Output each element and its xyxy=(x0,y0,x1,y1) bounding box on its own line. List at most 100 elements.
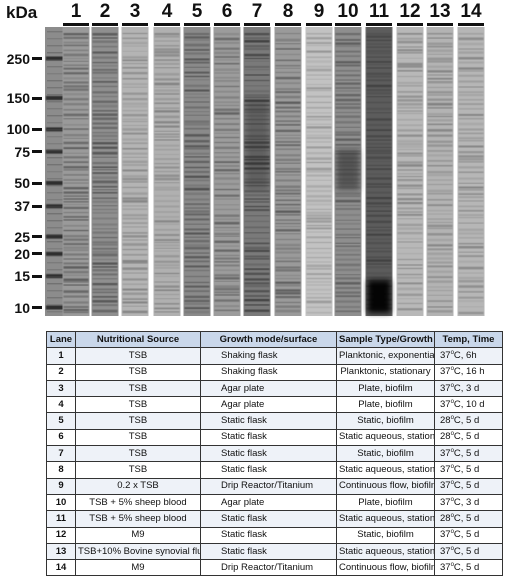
cell-sample-type: Planktonic, stationary xyxy=(336,363,435,381)
cell-sample-type: Planktonic, exponential xyxy=(336,347,435,365)
temp-degrees: 37 xyxy=(440,464,451,476)
cell-growth-mode: Agar plate xyxy=(200,396,337,414)
header-sample-type: Sample Type/Growth Phase xyxy=(336,330,435,349)
cell-growth-mode: Static flask xyxy=(200,542,337,561)
cell-sample-type: Continuous flow, biofilm xyxy=(336,559,435,576)
cell-nutritional-source: TSB + 5% sheep blood xyxy=(75,493,201,512)
cell-growth-mode: Static flask xyxy=(200,526,337,544)
mw-marker-tick xyxy=(32,252,42,256)
mw-marker-label: 10 xyxy=(14,299,30,316)
degree-sign: o xyxy=(450,480,454,487)
lane-underline xyxy=(458,23,484,26)
temp-degrees: 37 xyxy=(440,480,451,492)
kda-axis-title: kDa xyxy=(6,3,38,22)
lane-number: 13 xyxy=(429,1,451,22)
gel-lane xyxy=(243,27,271,316)
gel-lane xyxy=(457,27,485,316)
lane-underline xyxy=(154,23,180,26)
temp-degrees: 28 xyxy=(440,512,451,524)
mw-marker-tick xyxy=(32,127,42,131)
cell-growth-mode: Static flask xyxy=(200,461,337,479)
lane-number: 14 xyxy=(460,1,482,22)
table-body: 1 TSB Shaking flask Planktonic, exponential… xyxy=(46,347,503,576)
mw-marker-label: 100 xyxy=(6,121,30,138)
lanes-group xyxy=(45,27,485,316)
cell-temp-time: 37oC, 5 d xyxy=(434,445,503,463)
cell-growth-mode: Static flask xyxy=(200,428,337,447)
cell-sample-type: Static, biofilm xyxy=(336,412,435,430)
cell-nutritional-source: TSB xyxy=(75,412,201,430)
cell-nutritional-source: M9 xyxy=(75,559,201,576)
header-nutritional-source: Nutritional Source xyxy=(75,330,201,349)
header-growth-mode: Growth mode/surface xyxy=(200,330,337,349)
table-row: 1 TSB Shaking flask Planktonic, exponential… xyxy=(46,347,503,365)
cell-growth-mode: Static flask xyxy=(200,412,337,430)
cell-temp-time: 37oC, 6h xyxy=(434,347,503,365)
mw-marker-tick xyxy=(32,181,42,185)
gel-lane xyxy=(305,27,333,316)
cell-temp-time: 37oC, 5 d xyxy=(434,526,503,544)
lane-underline xyxy=(427,23,453,26)
cell-nutritional-source: TSB xyxy=(75,445,201,463)
degree-sign: o xyxy=(450,447,454,454)
cell-nutritional-source: TSB xyxy=(75,379,201,398)
temp-unit-time: C, 5 d xyxy=(453,447,480,459)
cell-nutritional-source: M9 xyxy=(75,526,201,544)
gel-lane xyxy=(274,27,302,316)
mw-marker-label: 20 xyxy=(14,245,30,262)
lane-underline xyxy=(244,23,270,26)
cell-lane: 12 xyxy=(46,526,76,544)
lane-number: 10 xyxy=(337,1,359,22)
temp-degrees: 28 xyxy=(440,415,451,427)
lane-number: 7 xyxy=(251,1,263,22)
header-lane: Lane xyxy=(46,330,76,349)
cell-sample-type: Plate, biofilm xyxy=(336,379,435,398)
cell-sample-type: Static aqueous, stationary xyxy=(336,510,435,528)
temp-unit-time: C, 5 d xyxy=(453,464,480,476)
table-row: 3 TSB Agar plate Plate, biofilm 37oC, 3 d xyxy=(46,379,503,398)
temp-degrees: 37 xyxy=(440,366,451,378)
degree-sign: o xyxy=(450,512,454,519)
degree-sign: o xyxy=(450,463,454,470)
temp-unit-time: C, 5 d xyxy=(453,545,480,557)
gel-lane xyxy=(396,27,424,316)
table-row: 11 TSB + 5% sheep blood Static flask Static… xyxy=(46,510,503,528)
degree-sign: o xyxy=(450,545,454,552)
gel-lane xyxy=(426,27,454,316)
cell-growth-mode: Shaking flask xyxy=(200,347,337,365)
cell-temp-time: 28oC, 5 d xyxy=(434,510,503,528)
lane-underline xyxy=(306,23,332,26)
gel-lanes-svg xyxy=(45,27,485,316)
lane-number: 6 xyxy=(221,1,233,22)
cell-sample-type: Continuous flow, biofilm xyxy=(336,477,435,495)
temp-degrees: 37 xyxy=(440,447,451,459)
mw-marker-tick xyxy=(32,150,42,154)
cell-lane: 11 xyxy=(46,510,76,528)
cell-nutritional-source: TSB xyxy=(75,347,201,365)
degree-sign: o xyxy=(450,431,454,438)
cell-lane: 1 xyxy=(46,347,76,365)
degree-sign: o xyxy=(450,496,454,503)
temp-degrees: 37 xyxy=(440,382,451,394)
mw-marker-label: 250 xyxy=(6,50,30,67)
temp-degrees: 28 xyxy=(440,431,451,443)
table-row: 14 M9 Drip Reactor/Titanium Continuous flow… xyxy=(46,559,503,576)
lane-underline xyxy=(92,23,118,26)
cell-sample-type: Plate, biofilm xyxy=(336,396,435,414)
table-header-row: Lane Nutritional Source Growth mode/surf… xyxy=(46,330,503,349)
cell-temp-time: 28oC, 5 d xyxy=(434,412,503,430)
cell-growth-mode: Agar plate xyxy=(200,379,337,398)
cell-temp-time: 37oC, 3 d xyxy=(434,493,503,512)
gel-lane xyxy=(365,27,393,316)
cell-lane: 3 xyxy=(46,379,76,398)
cell-lane: 10 xyxy=(46,493,76,512)
gel-lane xyxy=(213,27,241,316)
mw-marker-label: 15 xyxy=(14,268,30,285)
mw-marker-label: 37 xyxy=(14,198,30,215)
temp-unit-time: C, 3 d xyxy=(453,382,480,394)
cell-lane: 13 xyxy=(46,542,76,561)
temp-unit-time: C, 5 d xyxy=(453,480,480,492)
cell-lane: 5 xyxy=(46,412,76,430)
cell-growth-mode: Drip Reactor/Titanium xyxy=(200,559,337,576)
